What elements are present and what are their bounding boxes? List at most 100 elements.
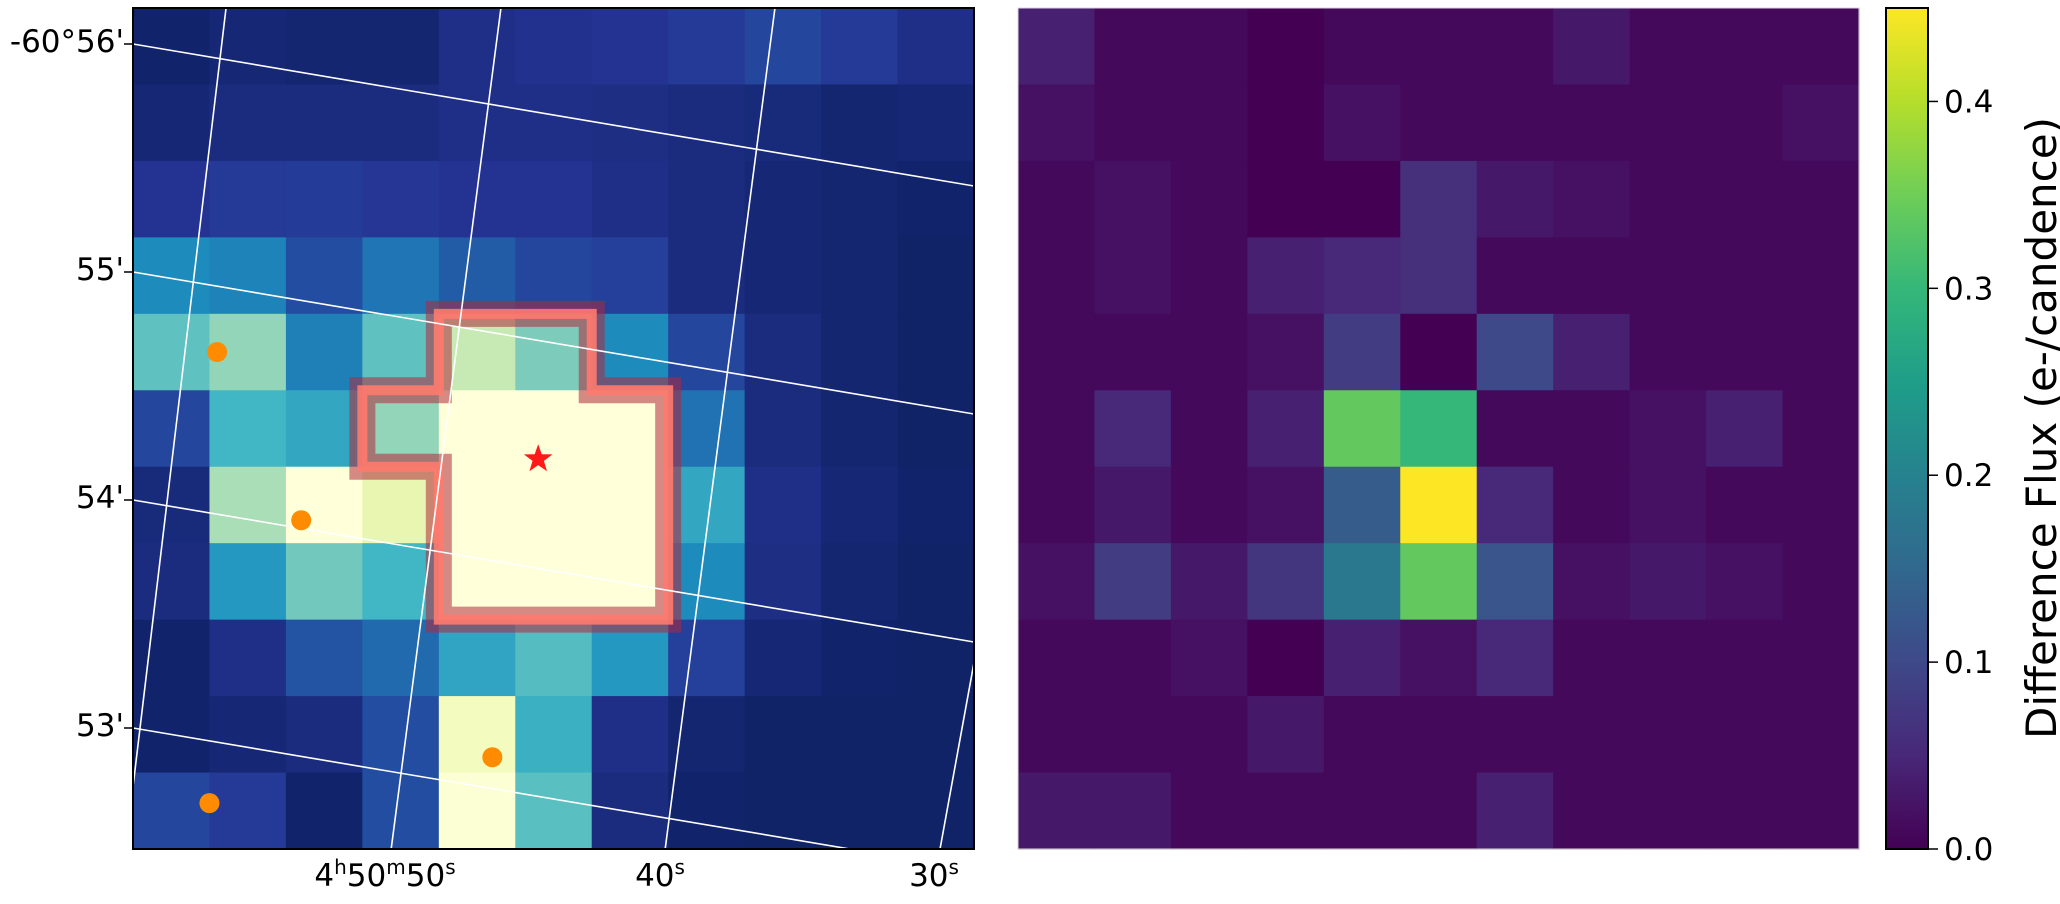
colorbar-tick-label-2: 0.2 — [1944, 458, 1993, 494]
right-cell-r0-c4 — [1323, 8, 1401, 86]
right-cell-r9-c4 — [1323, 696, 1401, 774]
right-cell-r10-c10 — [1782, 772, 1860, 850]
y-tick-label-0: -60°56' — [10, 24, 124, 60]
right-cell-r5-c0 — [1018, 390, 1096, 468]
left-cell-r10-c6 — [591, 772, 669, 850]
right-cell-r6-c6 — [1476, 466, 1554, 544]
right-cell-r5-c9 — [1706, 390, 1784, 468]
right-cell-r10-c7 — [1553, 772, 1631, 850]
aperture-inner-stroke — [357, 308, 674, 625]
left-cell-r6-c9 — [821, 466, 899, 544]
right-cell-r6-c5 — [1400, 466, 1478, 544]
right-cell-r2-c7 — [1553, 160, 1631, 238]
left-x-ticks: 4h50m50s 40s 30s — [314, 855, 959, 894]
right-cell-r8-c6 — [1476, 619, 1554, 697]
right-cell-r3-c2 — [1170, 237, 1248, 315]
left-cell-r4-c9 — [821, 313, 899, 391]
left-cell-r7-c2 — [285, 543, 363, 621]
right-cell-r7-c7 — [1553, 543, 1631, 621]
ra-grid-line-2 — [664, 8, 776, 849]
left-cell-r7-c1 — [209, 543, 287, 621]
left-cell-r1-c5 — [515, 84, 593, 162]
left-cell-r6-c0 — [133, 466, 211, 544]
left-cell-r6-c8 — [744, 466, 822, 544]
right-cell-r5-c6 — [1476, 390, 1554, 468]
left-cell-r5-c1 — [209, 390, 287, 468]
left-cell-r8-c1 — [209, 619, 287, 697]
right-cell-r2-c5 — [1400, 160, 1478, 238]
right-cell-r9-c2 — [1170, 696, 1248, 774]
left-cell-r10-c4 — [438, 772, 516, 850]
right-cell-r3-c6 — [1476, 237, 1554, 315]
left-cell-r9-c8 — [744, 696, 822, 774]
left-cell-r3-c0 — [133, 237, 211, 315]
right-cell-r6-c8 — [1629, 466, 1707, 544]
right-cell-r3-c0 — [1018, 237, 1096, 315]
right-cell-r6-c0 — [1018, 466, 1096, 544]
y-tick-label-3: 53' — [76, 708, 124, 744]
right-cell-r3-c8 — [1629, 237, 1707, 315]
left-cell-r4-c10 — [897, 313, 975, 391]
right-cell-r5-c8 — [1629, 390, 1707, 468]
right-cell-r4-c8 — [1629, 313, 1707, 391]
dec-grid-line-3 — [133, 727, 855, 849]
right-cell-r10-c1 — [1094, 772, 1172, 850]
left-cell-r9-c5 — [515, 696, 593, 774]
left-cell-r1-c9 — [821, 84, 899, 162]
right-cell-r2-c4 — [1323, 160, 1401, 238]
right-cell-r9-c10 — [1782, 696, 1860, 774]
right-cell-r8-c10 — [1782, 619, 1860, 697]
right-cell-r5-c4 — [1323, 390, 1401, 468]
nearby-source-dot-3 — [199, 793, 220, 814]
right-cell-r10-c3 — [1247, 772, 1325, 850]
left-cell-r7-c8 — [744, 543, 822, 621]
right-cell-r5-c5 — [1400, 390, 1478, 468]
left-cell-r10-c3 — [362, 772, 440, 850]
right-cell-r1-c2 — [1170, 84, 1248, 162]
right-cell-r0-c6 — [1476, 8, 1554, 86]
left-cell-r10-c2 — [285, 772, 363, 850]
right-cell-r2-c10 — [1782, 160, 1860, 238]
left-cell-r0-c2 — [285, 8, 363, 86]
right-cell-r6-c4 — [1323, 466, 1401, 544]
left-cell-r8-c9 — [821, 619, 899, 697]
left-cell-r9-c6 — [591, 696, 669, 774]
left-cell-r2-c10 — [897, 160, 975, 238]
nearby-sources — [199, 342, 503, 814]
ra-grid-line-3 — [939, 658, 974, 849]
right-cell-r3-c1 — [1094, 237, 1172, 315]
right-cell-r3-c5 — [1400, 237, 1478, 315]
colorbar-tick-label-4: 0.4 — [1944, 84, 1993, 120]
left-cell-r0-c7 — [668, 8, 746, 86]
right-cell-r9-c9 — [1706, 696, 1784, 774]
right-cell-r10-c2 — [1170, 772, 1248, 850]
left-cell-r3-c7 — [668, 237, 746, 315]
right-cell-r1-c0 — [1018, 84, 1096, 162]
right-cell-r1-c6 — [1476, 84, 1554, 162]
left-cell-r8-c10 — [897, 619, 975, 697]
left-cell-r0-c10 — [897, 8, 975, 86]
target-star — [523, 444, 553, 472]
right-cell-r5-c1 — [1094, 390, 1172, 468]
y-tick-label-1: 55' — [76, 252, 124, 288]
left-cell-r0-c4 — [438, 8, 516, 86]
left-cell-r0-c1 — [209, 8, 287, 86]
right-cell-r0-c0 — [1018, 8, 1096, 86]
right-cell-r2-c8 — [1629, 160, 1707, 238]
right-cell-r6-c10 — [1782, 466, 1860, 544]
right-cell-r9-c6 — [1476, 696, 1554, 774]
right-cell-r1-c5 — [1400, 84, 1478, 162]
left-cell-r6-c1 — [209, 466, 287, 544]
left-cell-r7-c0 — [133, 543, 211, 621]
right-axes-frame — [1017, 7, 1860, 850]
right-cell-r8-c9 — [1706, 619, 1784, 697]
left-cell-r1-c1 — [209, 84, 287, 162]
left-cell-r6-c10 — [897, 466, 975, 544]
left-cell-r5-c0 — [133, 390, 211, 468]
right-heatmap — [1018, 8, 1860, 850]
left-cell-r10-c10 — [897, 772, 975, 850]
right-cell-r7-c9 — [1706, 543, 1784, 621]
left-cell-r2-c7 — [668, 160, 746, 238]
left-cell-r2-c9 — [821, 160, 899, 238]
y-tick-label-2: 54' — [76, 480, 124, 516]
